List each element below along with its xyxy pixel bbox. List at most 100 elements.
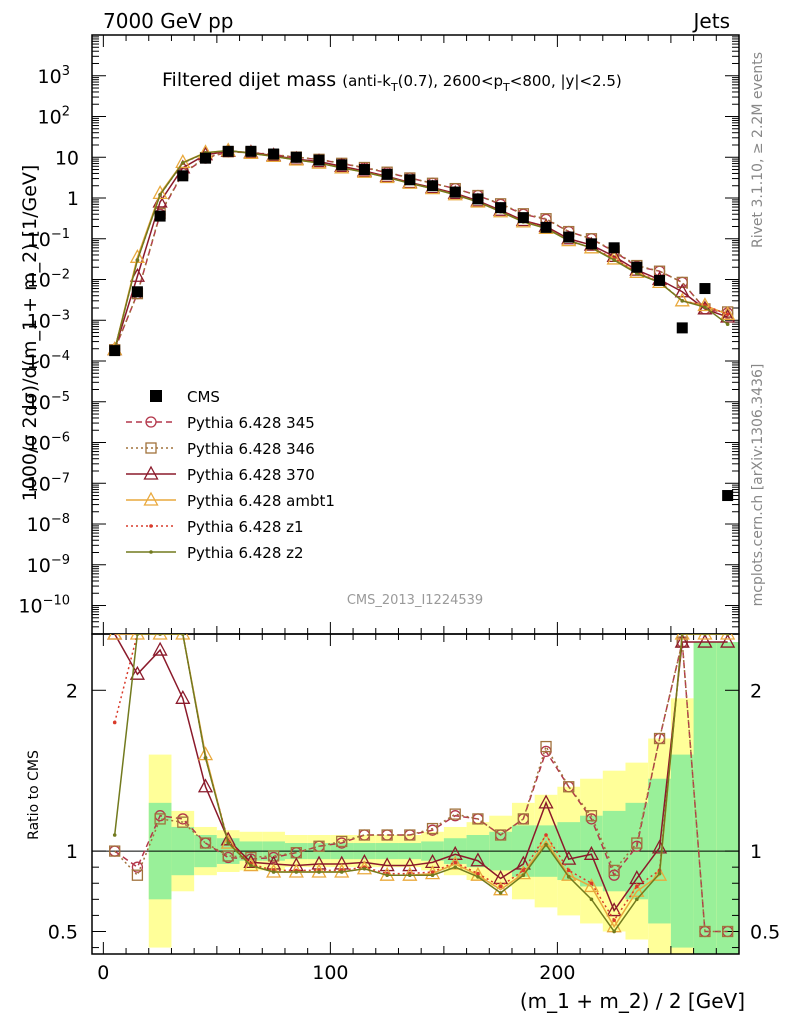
cms-data-point [472,193,484,205]
ratio-y-tick-label-right: 0.5 [750,921,780,943]
y-tick-label: 10−8 [27,512,70,536]
y-tick-exponent: −3 [51,308,70,323]
cms-data-point [358,164,370,176]
legend-swatch-marker [149,550,153,554]
main-series-marker [697,300,713,315]
legend-swatch-marker [143,465,159,480]
chart-subtitle-post: <800, |y|<2.5) [510,72,622,90]
ratio-y-tick-label: 2 [66,680,78,702]
cms-data-point [381,168,393,180]
ratio-series-marker [449,808,461,820]
ratio-series-marker [313,840,325,852]
ratio-series-marker [521,873,526,878]
y-tick-exponent: −10 [43,594,70,609]
legend-swatch-marker [145,442,157,454]
ratio-series-marker [226,841,231,845]
cms-data-point [427,180,439,192]
ratio-series-marker [402,857,418,872]
y-tick-exponent: −2 [51,268,70,283]
ratio-uncertainty-bands [92,642,739,954]
cms-data-point [540,221,552,233]
ratio-series-marker [515,865,531,880]
main-series-line [114,151,728,350]
ratio-series-marker [612,929,616,934]
ratio-series-marker [540,740,552,753]
ratio-series-marker [271,870,276,874]
ratio-series-marker [657,871,662,876]
ratio-series-marker [651,866,668,881]
ratio-panel-frame [91,633,740,955]
legend-label: Pythia 6.428 z1 [187,518,304,536]
ratio-series-marker [697,634,713,648]
legend-label: Pythia 6.428 346 [187,440,315,458]
ratio-series-marker [680,634,685,636]
ratio-series-marker [472,813,484,825]
cms-data-point [404,174,416,186]
ratio-series-marker [629,882,645,897]
ratio-series-marker [379,857,395,872]
ratio-series-marker [631,837,643,849]
ratio-series-marker [563,781,575,793]
ratio-band-green [693,642,717,954]
ratio-band-green [716,642,739,954]
ratio-series-marker [197,778,214,793]
ratio-series-marker [222,850,234,862]
ratio-series-marker [404,829,416,841]
analysis-watermark: CMS_2013_I1224539 [347,593,483,608]
ratio-ylabel: Ratio to CMS [26,750,42,840]
x-tick-label: 100 [312,962,348,984]
ratio-series-marker [220,834,236,849]
y-tick-exponent: 2 [62,105,70,120]
ratio-series-marker [453,865,458,869]
ratio-series-marker [177,816,189,828]
y-tick-label: 10−9 [27,553,70,577]
legend-swatch-marker [143,491,159,506]
ratio-series-marker [470,852,486,867]
ratio-series-marker [402,866,418,881]
side-text-mcplots: mcplots.cern.ch [arXiv:1306.3436] [750,364,766,607]
main-series-line [114,151,728,350]
ratio-series-marker [453,860,458,865]
ratio-series-marker [544,842,548,847]
cms-data-point [585,238,597,250]
ratio-series-group [107,634,736,938]
ratio-series-marker [583,878,600,893]
cms-data-point [177,170,189,182]
ratio-y-tick-label: 0.5 [48,921,78,943]
cms-data-point [676,322,688,334]
main-series-marker [674,292,690,307]
main-series-marker [181,161,185,165]
ratio-series-marker [653,732,666,745]
main-series-marker [676,276,688,289]
ratio-series-marker [674,634,690,648]
ratio-series-marker [494,829,507,841]
ratio-series-marker [426,822,439,835]
ratio-y-tick-label: 1 [66,841,78,863]
ratio-series-marker [107,634,123,640]
header-right-label: Jets [692,9,730,33]
legend-label: Pythia 6.428 z2 [187,544,304,562]
ratio-series-marker [131,861,144,873]
ratio-series-marker [476,871,480,876]
ratio-series-marker [267,850,280,862]
cms-data-point [245,145,257,157]
header-left-label: 7000 GeV pp [103,9,234,33]
ratio-series-marker [112,720,117,725]
y-tick-label: 10−10 [18,594,70,618]
main-series-marker [135,258,140,262]
ratio-series-marker [585,810,598,822]
ratio-series-marker [175,634,191,640]
legend-label: Pythia 6.428 345 [187,414,315,432]
main-series-marker [158,192,162,197]
cms-data-point [268,148,280,160]
ratio-series-marker [498,884,503,889]
ratio-series-marker [131,869,144,881]
legend-label: Pythia 6.428 ambt1 [187,492,335,510]
cms-data-point [722,490,734,502]
cms-data-point [109,345,121,357]
ratio-series-marker [381,829,393,841]
ratio-series-marker [408,873,412,878]
legend-swatch-marker [145,416,157,428]
chart-subtitle-sub1: T [390,81,398,94]
